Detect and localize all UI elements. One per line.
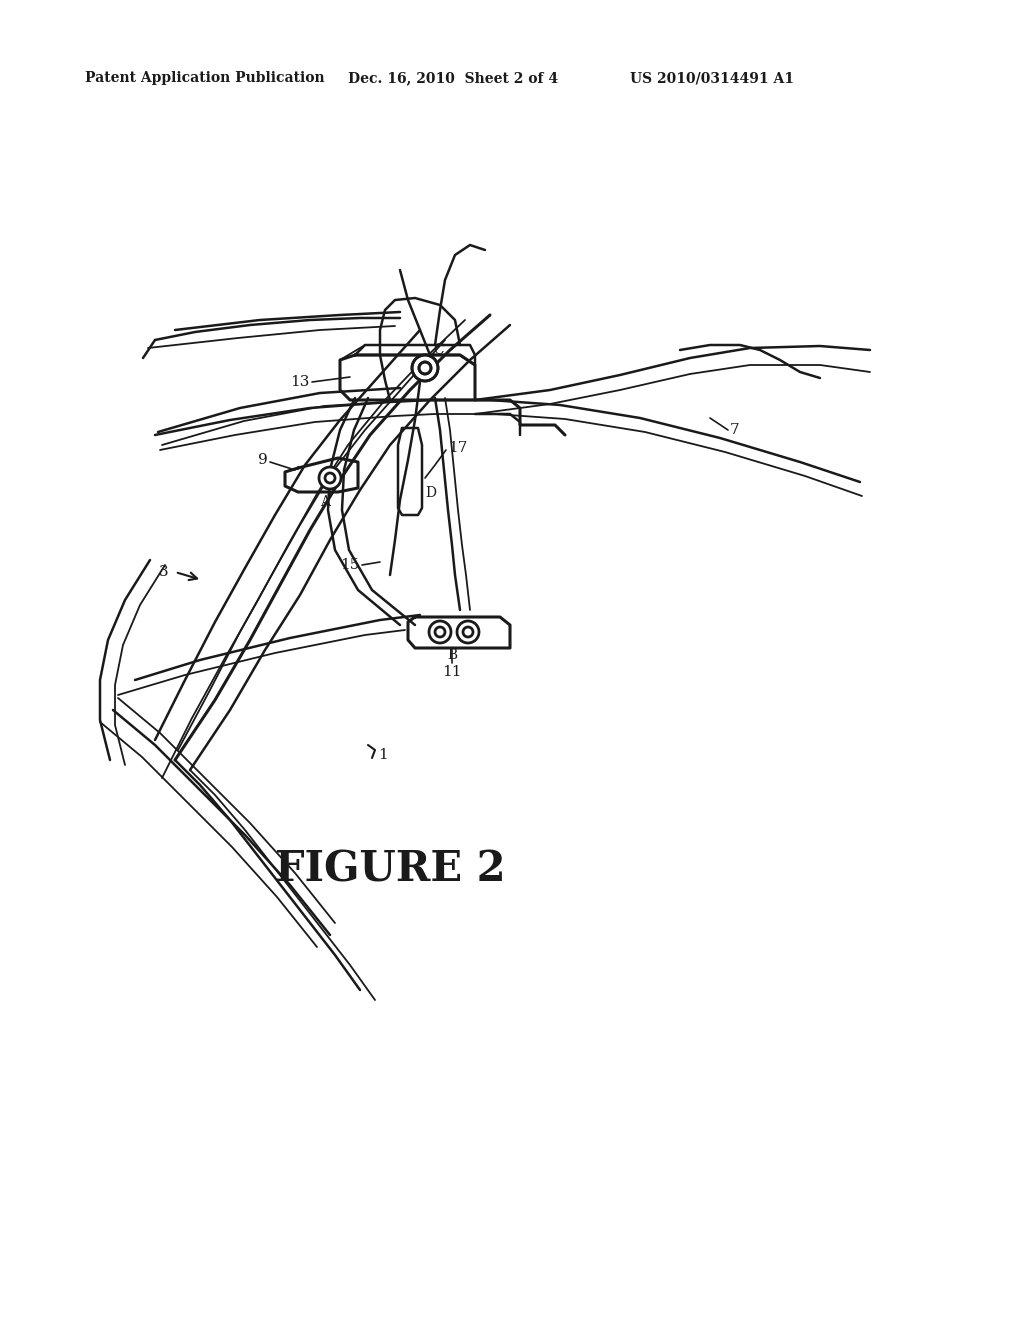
Text: 7: 7 [730,422,739,437]
Text: A: A [319,495,330,510]
Text: 11: 11 [442,665,462,678]
Text: C: C [433,343,443,356]
Text: US 2010/0314491 A1: US 2010/0314491 A1 [630,71,794,84]
Circle shape [457,620,479,643]
Text: FIGURE 2: FIGURE 2 [274,849,505,891]
Text: D: D [425,486,436,500]
Circle shape [412,355,438,381]
Circle shape [319,467,341,488]
Text: 17: 17 [449,441,467,455]
Text: 15: 15 [341,558,360,572]
Circle shape [419,362,431,374]
Text: Patent Application Publication: Patent Application Publication [85,71,325,84]
Text: B: B [446,648,457,663]
Text: 3: 3 [159,565,168,579]
Text: Dec. 16, 2010  Sheet 2 of 4: Dec. 16, 2010 Sheet 2 of 4 [348,71,558,84]
Text: 9: 9 [258,453,268,467]
Text: 13: 13 [291,375,310,389]
Circle shape [429,620,451,643]
Text: 1: 1 [378,748,388,762]
